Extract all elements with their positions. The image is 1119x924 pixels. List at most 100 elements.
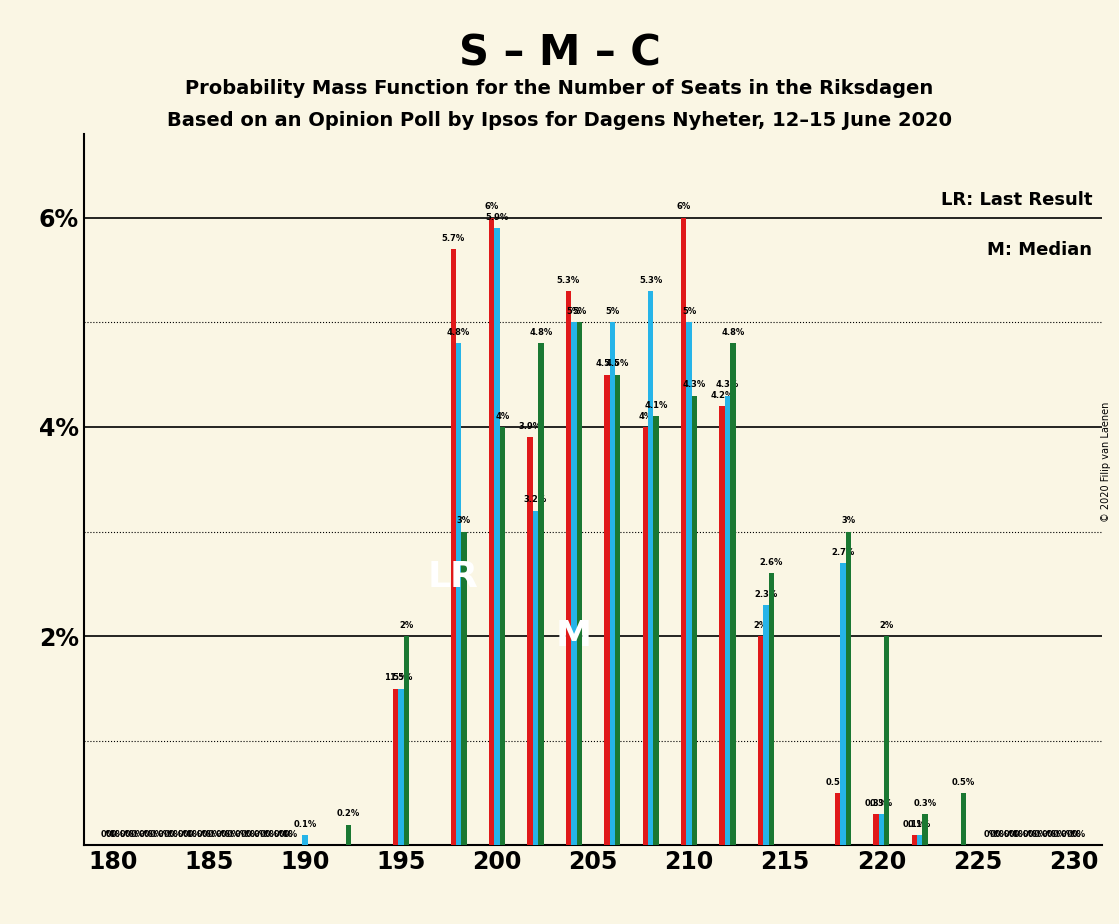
- Text: 0%: 0%: [196, 830, 210, 839]
- Text: 0%: 0%: [984, 830, 998, 839]
- Text: 4.5%: 4.5%: [595, 359, 619, 369]
- Text: 0.5%: 0.5%: [826, 778, 849, 787]
- Bar: [571, 322, 576, 845]
- Text: 0%: 0%: [245, 830, 260, 839]
- Text: 0%: 0%: [1053, 830, 1066, 839]
- Text: 2.7%: 2.7%: [831, 548, 855, 556]
- Bar: [873, 814, 878, 845]
- Text: 0%: 0%: [169, 830, 182, 839]
- Bar: [835, 793, 840, 845]
- Bar: [686, 322, 692, 845]
- Bar: [840, 563, 846, 845]
- Bar: [346, 824, 351, 845]
- Text: 0.1%: 0.1%: [903, 820, 925, 829]
- Text: LR: LR: [427, 560, 479, 594]
- Text: 2.6%: 2.6%: [760, 558, 783, 567]
- Bar: [538, 343, 544, 845]
- Text: 3%: 3%: [841, 517, 855, 525]
- Text: 0.3%: 0.3%: [913, 798, 937, 808]
- Text: 0%: 0%: [1072, 830, 1085, 839]
- Bar: [404, 637, 410, 845]
- Text: 0%: 0%: [1061, 830, 1075, 839]
- Text: 4.3%: 4.3%: [683, 381, 706, 389]
- Text: 5.9%: 5.9%: [486, 213, 509, 222]
- Text: 0%: 0%: [279, 830, 293, 839]
- Bar: [566, 291, 571, 845]
- Text: 0%: 0%: [125, 830, 139, 839]
- Bar: [758, 637, 763, 845]
- Text: 0%: 0%: [1008, 830, 1023, 839]
- Text: 0%: 0%: [182, 830, 197, 839]
- Text: 0%: 0%: [260, 830, 273, 839]
- Text: 0%: 0%: [1023, 830, 1036, 839]
- Bar: [642, 427, 648, 845]
- Text: 0.3%: 0.3%: [864, 798, 887, 808]
- Text: 0%: 0%: [150, 830, 163, 839]
- Bar: [610, 322, 615, 845]
- Text: 5%: 5%: [681, 307, 696, 316]
- Text: 0.2%: 0.2%: [337, 809, 360, 819]
- Bar: [576, 322, 582, 845]
- Text: 0.1%: 0.1%: [908, 820, 931, 829]
- Text: 0%: 0%: [1042, 830, 1056, 839]
- Bar: [692, 395, 697, 845]
- Text: 0%: 0%: [995, 830, 1009, 839]
- Text: 0%: 0%: [273, 830, 288, 839]
- Text: 0%: 0%: [1047, 830, 1061, 839]
- Text: 0%: 0%: [1066, 830, 1081, 839]
- Text: 0%: 0%: [207, 830, 222, 839]
- Text: 0%: 0%: [254, 830, 269, 839]
- Bar: [720, 406, 725, 845]
- Text: 5.3%: 5.3%: [557, 275, 580, 285]
- Text: 0%: 0%: [130, 830, 144, 839]
- Text: 0%: 0%: [265, 830, 279, 839]
- Text: 4.3%: 4.3%: [716, 381, 740, 389]
- Bar: [731, 343, 735, 845]
- Text: 0.1%: 0.1%: [293, 820, 317, 829]
- Bar: [653, 417, 659, 845]
- Text: 3.2%: 3.2%: [524, 495, 547, 505]
- Bar: [961, 793, 966, 845]
- Bar: [604, 374, 610, 845]
- Text: 0%: 0%: [1014, 830, 1028, 839]
- Bar: [533, 511, 538, 845]
- Text: 5%: 5%: [572, 307, 586, 316]
- Bar: [763, 605, 769, 845]
- Bar: [922, 814, 928, 845]
- Bar: [451, 249, 455, 845]
- Bar: [878, 814, 884, 845]
- Bar: [681, 218, 686, 845]
- Text: 5.7%: 5.7%: [442, 234, 464, 243]
- Text: 0%: 0%: [1033, 830, 1047, 839]
- Text: 0%: 0%: [284, 830, 298, 839]
- Text: 0%: 0%: [235, 830, 248, 839]
- Text: 0.5%: 0.5%: [952, 778, 975, 787]
- Text: LR: Last Result: LR: Last Result: [941, 191, 1092, 209]
- Text: 0%: 0%: [111, 830, 125, 839]
- Text: 1.5%: 1.5%: [384, 674, 407, 682]
- Text: 3.9%: 3.9%: [518, 422, 542, 432]
- Text: 2%: 2%: [753, 621, 768, 630]
- Text: 0%: 0%: [101, 830, 114, 839]
- Text: 0%: 0%: [120, 830, 133, 839]
- Bar: [884, 637, 890, 845]
- Text: 4.5%: 4.5%: [606, 359, 629, 369]
- Text: 0%: 0%: [220, 830, 235, 839]
- Bar: [769, 574, 774, 845]
- Text: 0%: 0%: [989, 830, 1004, 839]
- Text: 0%: 0%: [226, 830, 241, 839]
- Text: 5%: 5%: [566, 307, 581, 316]
- Bar: [500, 427, 505, 845]
- Text: 0%: 0%: [188, 830, 203, 839]
- Bar: [527, 437, 533, 845]
- Text: 0.3%: 0.3%: [869, 798, 893, 808]
- Text: 5.3%: 5.3%: [639, 275, 662, 285]
- Text: Probability Mass Function for the Number of Seats in the Riksdagen: Probability Mass Function for the Number…: [186, 79, 933, 98]
- Text: 4%: 4%: [638, 412, 652, 420]
- Text: 0%: 0%: [1028, 830, 1042, 839]
- Text: S – M – C: S – M – C: [459, 32, 660, 74]
- Bar: [846, 531, 850, 845]
- Text: 4.2%: 4.2%: [711, 391, 734, 400]
- Text: 6%: 6%: [485, 202, 499, 212]
- Text: 4.8%: 4.8%: [446, 328, 470, 337]
